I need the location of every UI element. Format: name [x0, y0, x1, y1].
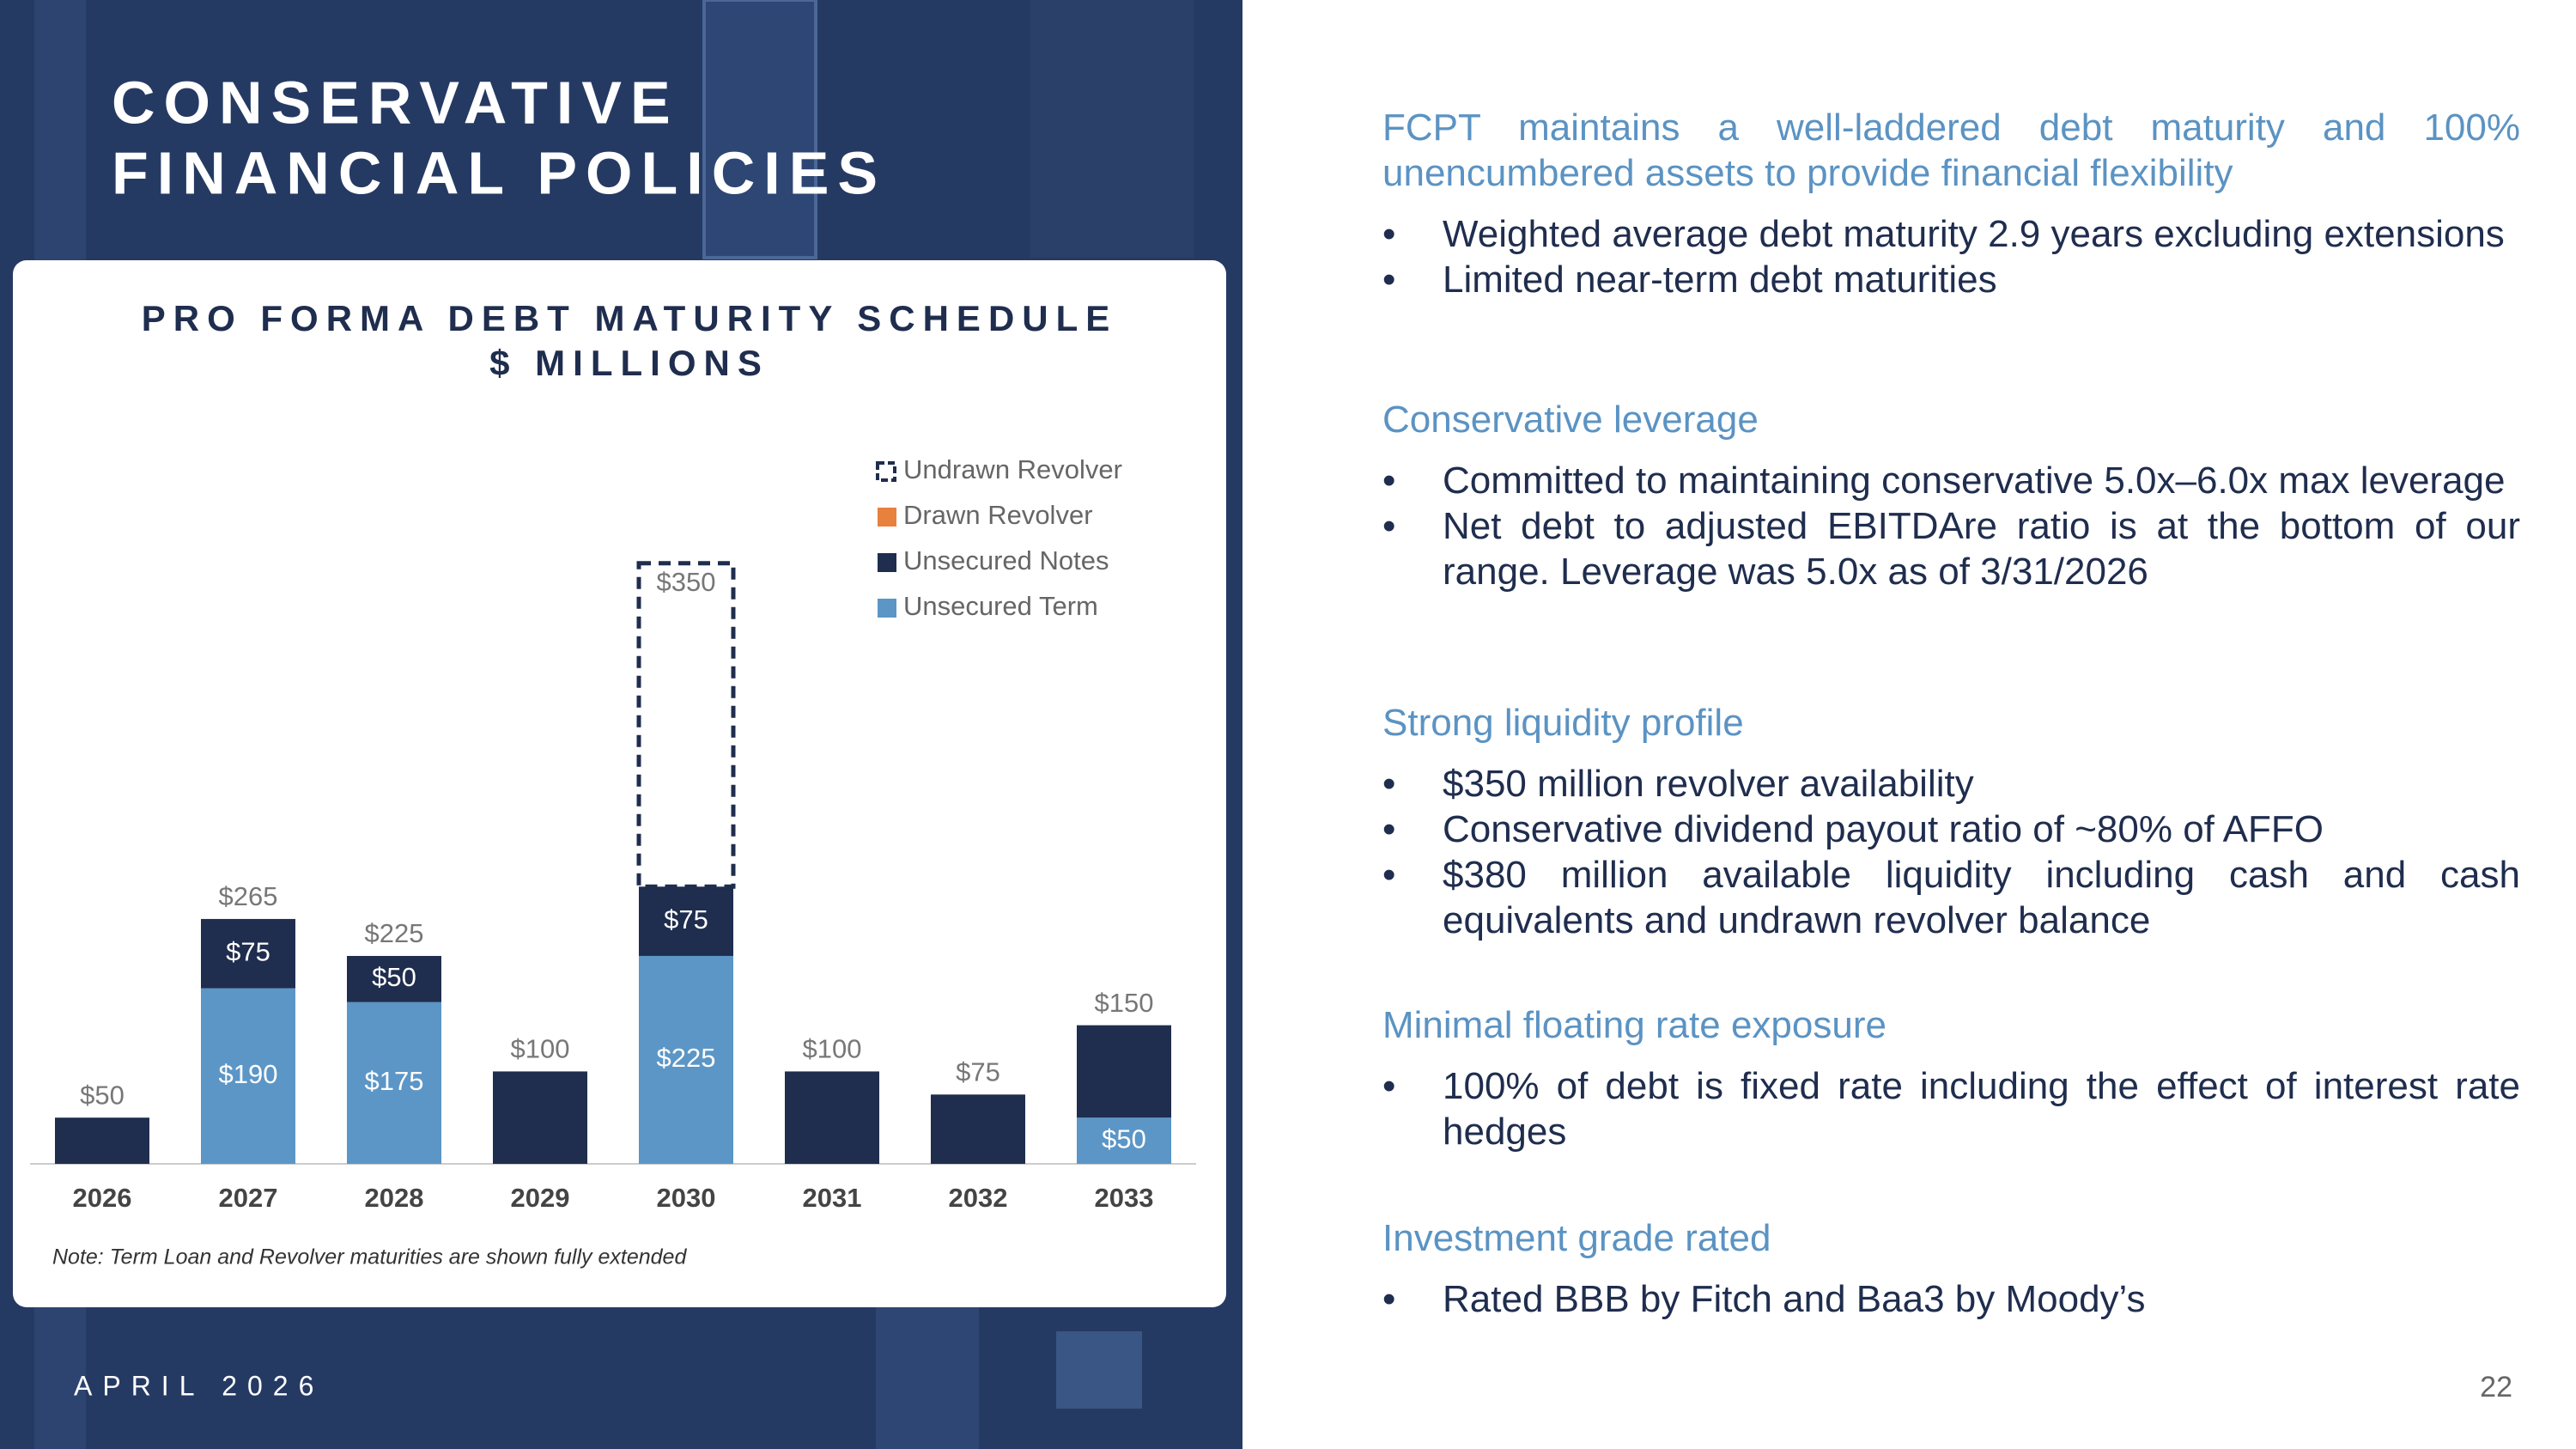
section-heading: Investment grade rated [1382, 1217, 1771, 1259]
section-heading: Strong liquidity profile [1382, 702, 1744, 744]
bullet: Limited near-term debt maturities [1382, 257, 2520, 302]
bar-segment [1077, 1025, 1171, 1118]
bullet: 100% of debt is fixed rate including the… [1382, 1063, 2520, 1154]
page-number: 22 [2480, 1371, 2512, 1403]
x-tick-label: 2032 [949, 1183, 1008, 1213]
bullet: Conservative dividend payout ratio of ~8… [1382, 807, 2520, 852]
bar-segment [347, 955, 441, 1002]
value-label: $190 [219, 1059, 278, 1089]
chart-note: Note: Term Loan and Revolver maturities … [52, 1245, 687, 1269]
x-tick-label: 2033 [1095, 1183, 1154, 1213]
bar-segment [347, 1002, 441, 1164]
bullet: $380 million available liquidity includi… [1382, 852, 2520, 943]
total-label: $150 [1095, 988, 1154, 1018]
total-label: $100 [511, 1034, 570, 1064]
bar-segment [931, 1094, 1025, 1164]
bar-segment [1077, 1117, 1171, 1164]
bar-segment [639, 955, 733, 1164]
bullet-list: Committed to maintaining conservative 5.… [1382, 458, 2520, 594]
decor [1030, 0, 1194, 258]
title-line: FINANCIAL POLICIES [112, 139, 886, 206]
value-label: $75 [664, 904, 708, 935]
section: FCPT maintains a well-laddered debt matu… [1382, 105, 2520, 302]
value-label: $350 [657, 567, 716, 597]
section-heading: Conservative leverage [1382, 399, 1759, 441]
x-tick-label: 2031 [803, 1183, 862, 1213]
section: Minimal floating rate exposure 100% of de… [1382, 1002, 2520, 1154]
legend-label: Drawn Revolver [903, 500, 1093, 530]
bar-segment [55, 1117, 149, 1164]
bullet-list: 100% of debt is fixed rate including the… [1382, 1063, 2520, 1154]
bar-segment [201, 988, 295, 1164]
decor [876, 1307, 979, 1449]
value-label: $50 [1102, 1123, 1146, 1154]
value-label: $225 [657, 1043, 716, 1073]
total-label: $75 [956, 1057, 1000, 1087]
value-label: $75 [226, 936, 270, 966]
legend-swatch [878, 508, 896, 527]
total-label: $265 [219, 881, 278, 911]
footer: APRIL 2026 [74, 1370, 324, 1401]
total-label: $50 [80, 1080, 125, 1110]
chart-subtitle: $ MILLIONS [489, 343, 769, 383]
legend-swatch [876, 461, 896, 482]
x-tick-label: 2027 [219, 1183, 278, 1213]
total-label: $100 [803, 1034, 862, 1064]
section-heading: FCPT maintains a well-laddered debt matu… [1382, 107, 2520, 194]
bar-segment [201, 918, 295, 989]
x-tick-label: 2026 [73, 1183, 132, 1213]
legend-label: Unsecured Term [903, 591, 1098, 621]
chart-title: PRO FORMA DEBT MATURITY SCHEDULE [142, 298, 1118, 338]
bullet: Rated BBB by Fitch and Baa3 by Moody’s [1382, 1276, 2520, 1322]
bar-segment [493, 1071, 587, 1164]
bar-segment [785, 1071, 879, 1164]
section-heading: Minimal floating rate exposure [1382, 1004, 1886, 1046]
decor [702, 0, 817, 259]
value-label: $175 [365, 1066, 424, 1096]
chart-card [13, 260, 1226, 1307]
legend-swatch [878, 553, 896, 572]
section: Conservative leverage Committed to mainta… [1382, 397, 2520, 594]
section: Strong liquidity profile $350 million rev… [1382, 700, 2520, 943]
bullet-list: $350 million revolver availabilityConser… [1382, 761, 2520, 943]
value-label: $50 [372, 962, 416, 992]
bullet-list: Weighted average debt maturity 2.9 years… [1382, 211, 2520, 302]
section: Investment grade rated Rated BBB by Fitch… [1382, 1215, 2520, 1322]
x-tick-label: 2028 [365, 1183, 424, 1213]
bullet: Committed to maintaining conservative 5.… [1382, 458, 2520, 503]
bar-segment [639, 886, 733, 956]
bullet: $350 million revolver availability [1382, 761, 2520, 807]
decor [1056, 1331, 1142, 1409]
legend-label: Unsecured Notes [903, 545, 1109, 575]
bullet-list: Rated BBB by Fitch and Baa3 by Moody’s [1382, 1276, 2520, 1322]
left-panel: CONSERVATIVE FINANCIAL POLICIES PRO FORM… [0, 0, 1242, 1449]
legend-label: Undrawn Revolver [903, 454, 1122, 484]
title-line: CONSERVATIVE [112, 69, 679, 136]
legend-swatch [878, 599, 896, 618]
bullet: Net debt to adjusted EBITDAre ratio is a… [1382, 503, 2520, 594]
total-label: $225 [365, 918, 424, 948]
x-tick-label: 2030 [657, 1183, 716, 1213]
x-tick-label: 2029 [511, 1183, 570, 1213]
bullet: Weighted average debt maturity 2.9 years… [1382, 211, 2520, 257]
bar-segment [636, 561, 736, 889]
